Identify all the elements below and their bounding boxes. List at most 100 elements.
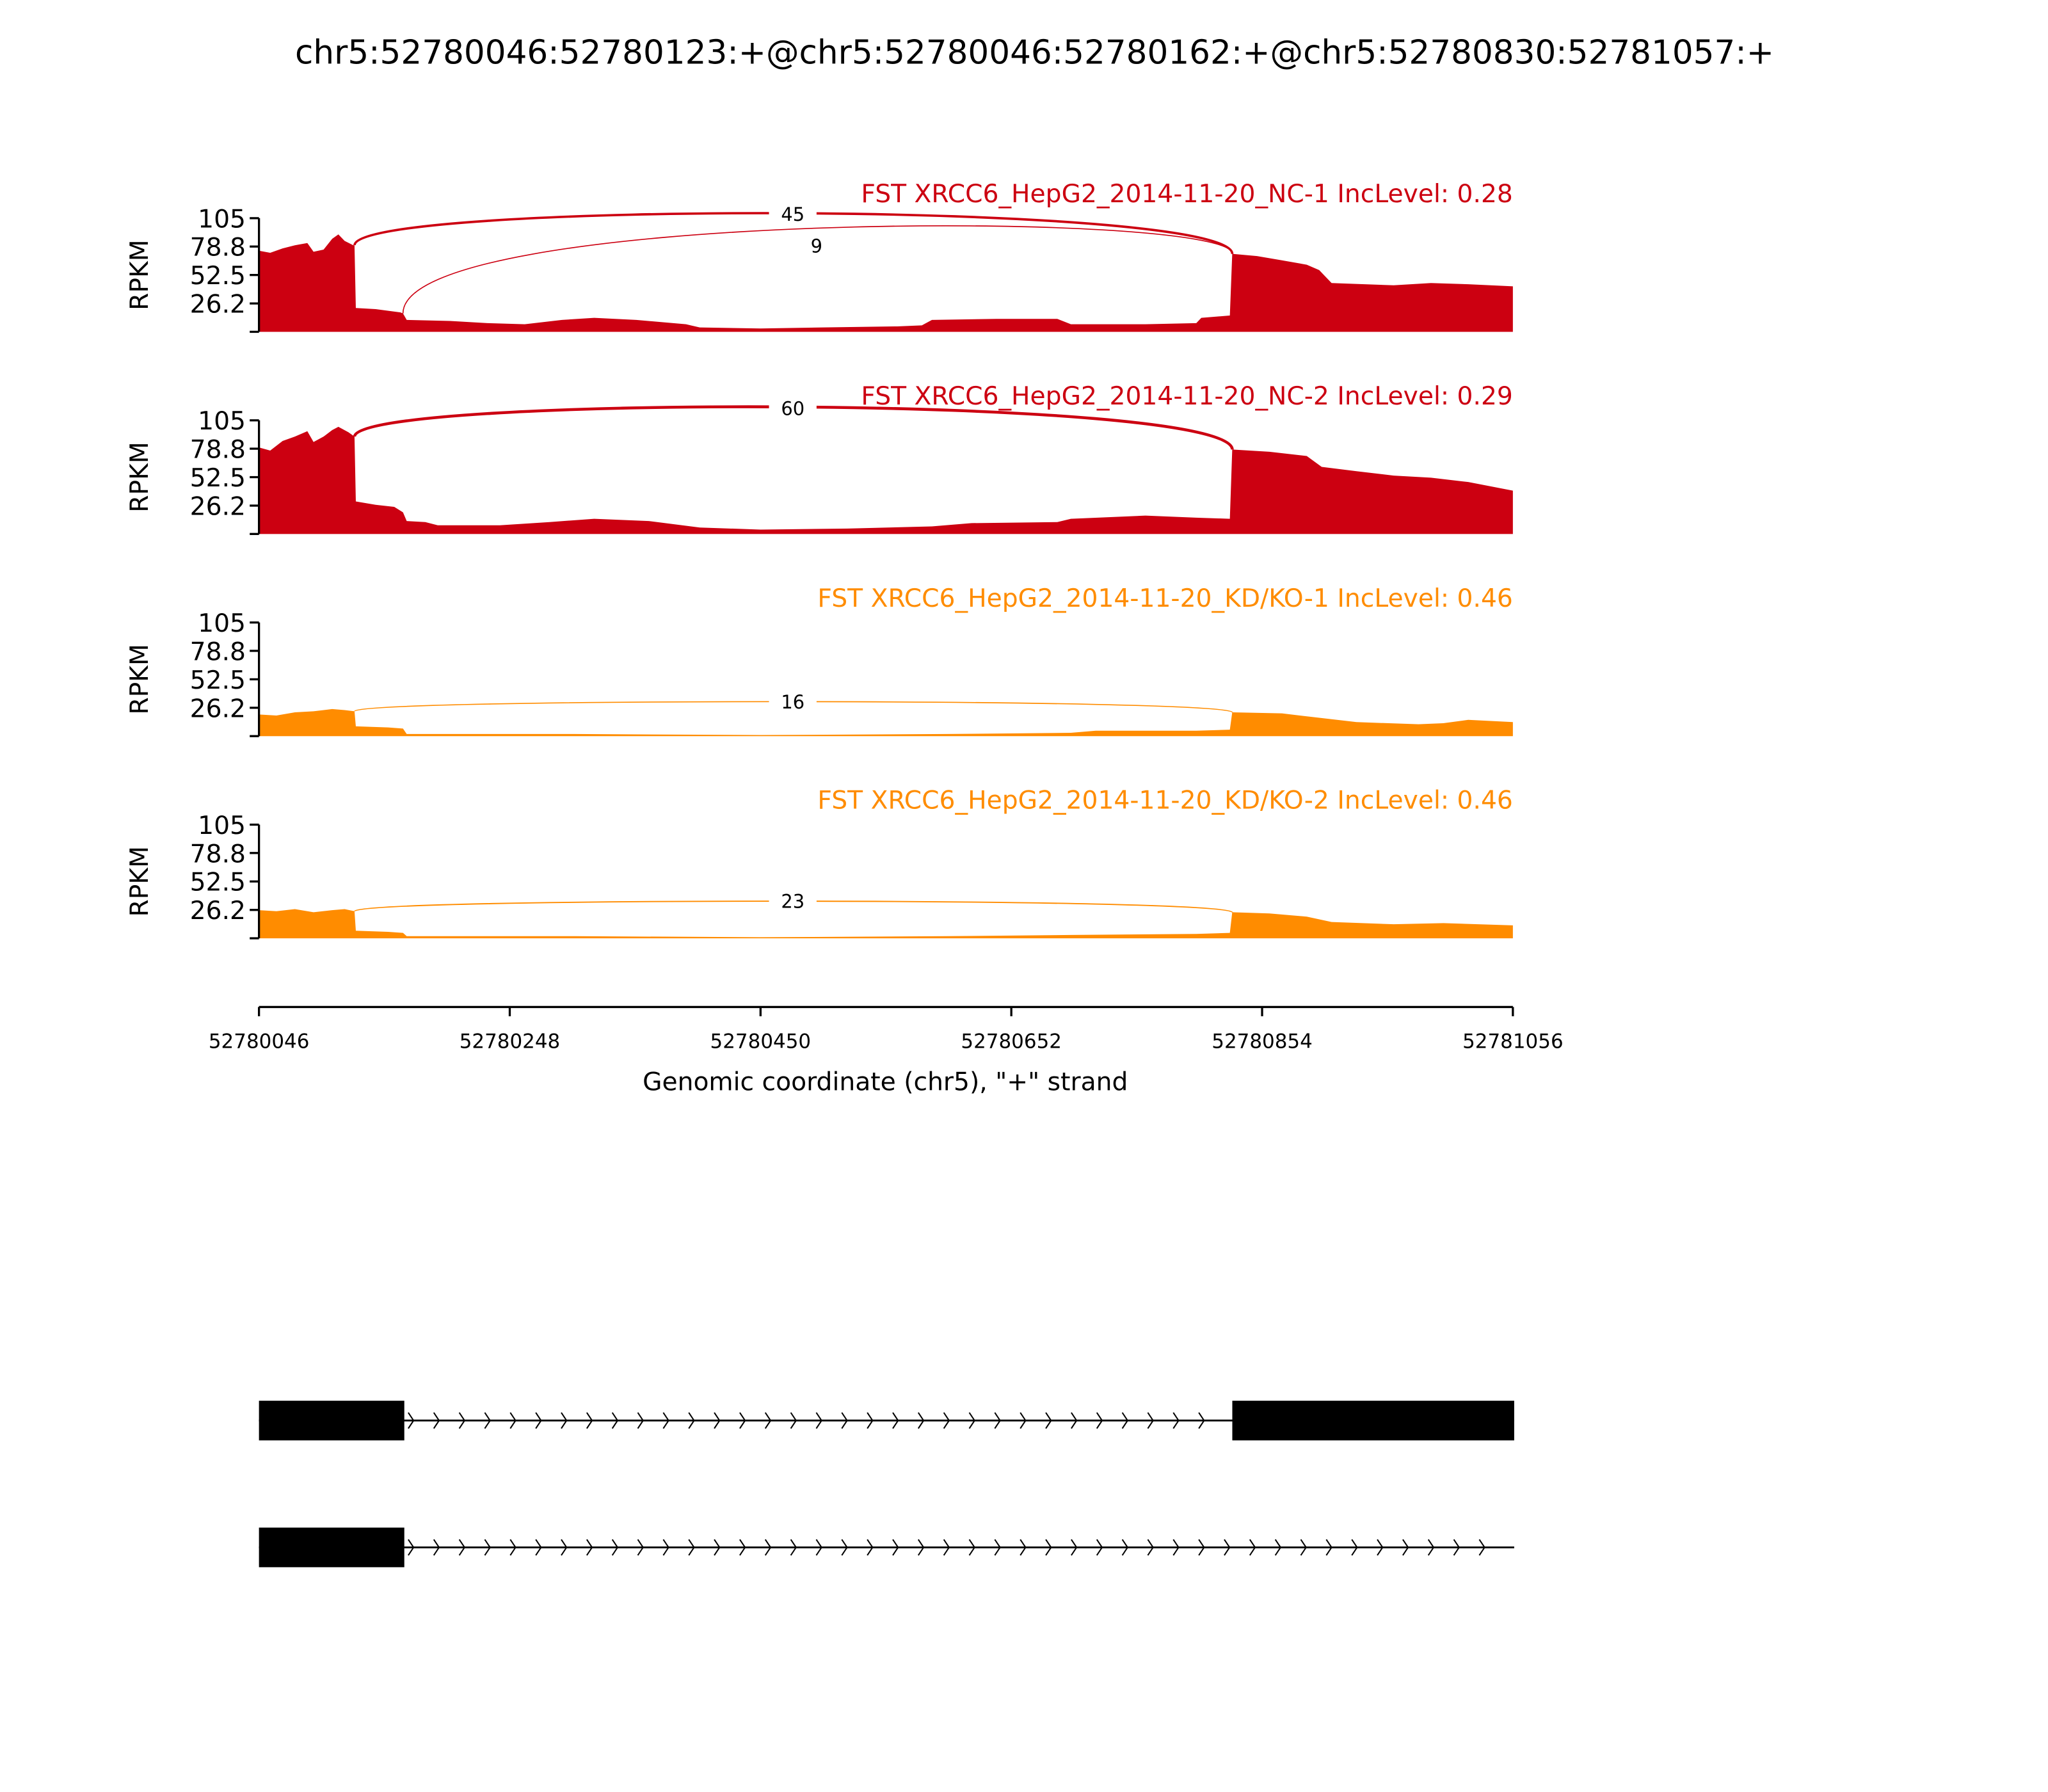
strand-arrow-icon	[714, 1412, 721, 1429]
strand-arrow-icon	[1300, 1539, 1308, 1556]
y-tick-label: 52.5	[190, 464, 246, 493]
strand-arrow-icon	[1121, 1412, 1129, 1429]
strand-arrow-icon	[1351, 1539, 1358, 1556]
y-tick-label: 105	[198, 407, 246, 436]
strand-arrow-icon	[611, 1412, 619, 1429]
strand-arrow-icon	[1172, 1412, 1180, 1429]
strand-arrow-icon	[841, 1412, 848, 1429]
strand-arrow-icon	[1402, 1539, 1409, 1556]
strand-arrow-icon	[535, 1539, 542, 1556]
strand-arrow-icon	[433, 1539, 440, 1556]
strand-arrow-icon	[509, 1539, 516, 1556]
strand-arrow-icon	[561, 1539, 568, 1556]
strand-arrow-icon	[408, 1412, 415, 1429]
x-axis: 52780046 52780248 52780450 52780652 52780854…	[209, 1005, 1564, 1053]
strand-arrow-icon	[1325, 1539, 1332, 1556]
strand-arrow-icon	[1045, 1412, 1052, 1429]
coverage-area	[259, 426, 1513, 534]
y-tick-label: 105	[198, 812, 246, 840]
x-tick-label: 52780248	[460, 1030, 561, 1053]
y-tick-label: 105	[198, 609, 246, 638]
junction-count: 23	[781, 891, 804, 913]
y-axis-label: RPKM	[125, 442, 154, 512]
strand-arrow-icon	[1020, 1412, 1027, 1429]
strand-arrow-icon	[1096, 1539, 1103, 1556]
strand-arrow-icon	[1427, 1539, 1435, 1556]
strand-arrow-icon	[637, 1539, 644, 1556]
strand-arrow-icon	[1147, 1412, 1154, 1429]
gene-model	[259, 1400, 1514, 1567]
strand-arrow-icon	[1045, 1539, 1052, 1556]
y-axis-label: RPKM	[125, 239, 154, 310]
junction-count: 16	[781, 691, 804, 713]
track-label: FST XRCC6_HepG2_2014-11-20_KD/KO-1 IncLe…	[817, 584, 1512, 613]
strand-arrow-icon	[739, 1539, 746, 1556]
strand-arrow-icon	[408, 1539, 415, 1556]
track-label: FST XRCC6_HepG2_2014-11-20_KD/KO-2 IncLe…	[817, 787, 1512, 815]
exon-block	[1232, 1400, 1514, 1441]
junction-arc	[402, 225, 1233, 314]
junction-count-bg	[769, 204, 817, 225]
y-tick-label: 105	[198, 205, 246, 234]
junction-count-bg	[769, 397, 817, 419]
coverage-area	[259, 234, 1513, 332]
y-tick-label: 52.5	[190, 262, 246, 291]
strand-arrow-icon	[458, 1539, 466, 1556]
chart-title: chr5:52780046:52780123:+@chr5:52780046:5…	[295, 33, 1774, 72]
strand-arrow-icon	[968, 1412, 976, 1429]
strand-arrow-icon	[790, 1412, 797, 1429]
strand-arrow-icon	[1198, 1539, 1205, 1556]
strand-arrow-icon	[714, 1539, 721, 1556]
strand-arrow-icon	[1198, 1412, 1205, 1429]
strand-arrow-icon	[458, 1412, 466, 1429]
y-tick-label: 26.2	[190, 897, 246, 925]
y-tick-label: 26.2	[190, 291, 246, 319]
strand-arrow-icon	[994, 1539, 1001, 1556]
strand-arrow-icon	[484, 1412, 491, 1429]
strand-arrow-icon	[433, 1412, 440, 1429]
y-tick-label: 78.8	[190, 637, 246, 666]
track-label: FST XRCC6_HepG2_2014-11-20_NC-2 IncLevel…	[861, 382, 1512, 411]
x-tick-label: 52781056	[1462, 1030, 1564, 1053]
strand-arrow-icon	[1172, 1539, 1180, 1556]
strand-arrow-icon	[688, 1412, 695, 1429]
strand-arrow-icon	[892, 1412, 899, 1429]
strand-arrow-icon	[994, 1412, 1001, 1429]
x-axis-label: Genomic coordinate (chr5), "+" strand	[643, 1068, 1128, 1096]
transcript-2	[259, 1527, 1514, 1567]
junction-count: 9	[811, 236, 822, 257]
strand-arrow-icon	[586, 1412, 593, 1429]
strand-arrow-icon	[484, 1539, 491, 1556]
track-label: FST XRCC6_HepG2_2014-11-20_NC-1 IncLevel…	[861, 180, 1512, 209]
x-tick-label: 52780854	[1212, 1030, 1313, 1053]
strand-arrow-icon	[1071, 1412, 1078, 1429]
strand-arrow-icon	[790, 1539, 797, 1556]
y-axis-label: RPKM	[125, 644, 154, 714]
strand-arrow-icon	[764, 1539, 772, 1556]
strand-arrow-icon	[1071, 1539, 1078, 1556]
strand-arrow-icon	[586, 1539, 593, 1556]
strand-arrow-icon	[1249, 1539, 1256, 1556]
junction-count-bg	[769, 691, 817, 713]
y-axis-label: RPKM	[125, 846, 154, 916]
x-tick-label: 52780450	[710, 1030, 812, 1053]
y-tick-label: 26.2	[190, 694, 246, 723]
junction-count: 60	[781, 398, 804, 420]
strand-arrow-icon	[1224, 1539, 1231, 1556]
strand-arrow-icon	[1020, 1539, 1027, 1556]
junction-count: 45	[781, 204, 804, 225]
strand-arrow-icon	[815, 1539, 822, 1556]
y-tick-label: 78.8	[190, 840, 246, 868]
strand-arrow-icon	[892, 1539, 899, 1556]
y-tick-label: 52.5	[190, 868, 246, 897]
y-tick-label: 26.2	[190, 492, 246, 521]
strand-arrow-icon	[917, 1412, 925, 1429]
junction-count-bg	[792, 235, 841, 257]
strand-arrow-icon	[561, 1412, 568, 1429]
strand-arrow-icon	[943, 1412, 950, 1429]
x-tick-label: 52780652	[961, 1030, 1062, 1053]
